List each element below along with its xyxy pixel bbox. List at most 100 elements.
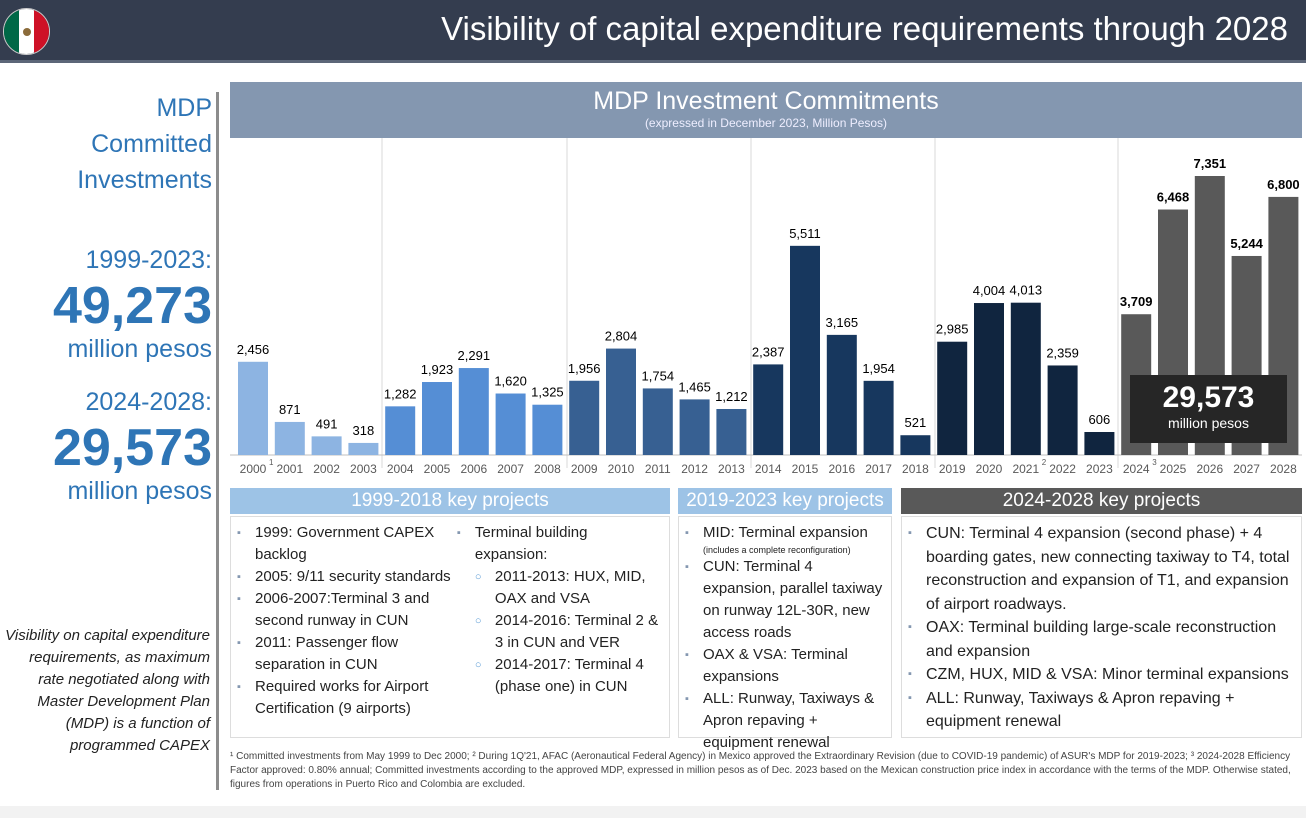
bar-2020: [974, 303, 1004, 455]
data-label: 2,359: [1046, 345, 1079, 360]
chart-subtitle: (expressed in December 2023, Million Pes…: [644, 116, 888, 130]
x-tick-label: 2019: [939, 462, 966, 476]
panel-2024-2028: CUN: Terminal 4 expansion (second phase)…: [901, 516, 1302, 738]
period-label: 2024-2028:: [85, 388, 212, 416]
list-item: MID: Terminal expansion (includes a compl…: [685, 522, 885, 556]
header-bar: Visibility of capital expenditure requir…: [0, 0, 1306, 63]
heading: Committed: [91, 130, 212, 158]
x-tick-label: 2025: [1160, 462, 1187, 476]
x-tick-label: 2017: [865, 462, 892, 476]
x-tick-label: 2027: [1233, 462, 1260, 476]
bar-2002: [311, 436, 342, 455]
visibility-note: Visibility on capital expenditure requir…: [5, 627, 210, 754]
list-item: CUN: Terminal 4 expansion (second phase)…: [908, 522, 1295, 616]
bar-2003: [348, 442, 379, 455]
x-tick-label: 2003: [350, 462, 377, 476]
list-subitem: 2011-2013: HUX, MID, OAX and VSA: [457, 566, 663, 610]
panel-1999-2018: 1999: Government CAPEX backlog2005: 9/11…: [230, 516, 670, 738]
data-label: 1,325: [531, 385, 564, 400]
bar-2011: [642, 388, 673, 455]
x-tick-label: 2012: [681, 462, 708, 476]
bar-2021: [1010, 302, 1041, 455]
x-tick-label: 2009: [571, 462, 598, 476]
total-value: 29,573: [52, 419, 212, 477]
bar-2008: [532, 404, 563, 455]
x-tick-label: 2007: [497, 462, 524, 476]
x-tick-label: 2026: [1196, 462, 1223, 476]
x-tick-label: 2020: [976, 462, 1003, 476]
panel-header-2019-2023: 2019-2023 key projects: [678, 488, 892, 514]
footnote: ¹ Committed investments from May 1999 to…: [230, 751, 1291, 790]
x-tick-label: 2023: [1086, 462, 1113, 476]
summary-unit: million pesos: [1168, 415, 1249, 431]
bar-2023: [1084, 431, 1115, 455]
list-item: 1999: Government CAPEX backlog: [237, 522, 453, 566]
data-label: 4,004: [973, 283, 1006, 298]
data-label: 1,282: [384, 386, 417, 401]
list-item: ALL: Runway, Taxiways & Apron repaving +…: [685, 688, 885, 754]
list-item: OAX: Terminal building large-scale recon…: [908, 616, 1295, 663]
list-item: 2005: 9/11 security standards: [237, 566, 453, 588]
heading: MDP: [156, 94, 212, 122]
page-title: Visibility of capital expenditure requir…: [441, 10, 1288, 47]
x-tick-label: 2013: [718, 462, 745, 476]
bar-2012: [679, 399, 710, 455]
footer-bar: [0, 806, 1306, 818]
panel-header-2024-2028: 2024-2028 key projects: [901, 488, 1302, 514]
bar-2009: [569, 380, 600, 455]
data-label: 6,800: [1267, 177, 1300, 192]
data-label: 2,985: [936, 322, 969, 337]
footnote-mark: 3: [1152, 458, 1157, 467]
bar-2000: [238, 361, 268, 455]
list-item: OAX & VSA: Terminal expansions: [685, 644, 885, 688]
list-subitem: 2014-2017: Terminal 4 (phase one) in CUN: [457, 654, 663, 698]
x-tick-label: 2028: [1270, 462, 1297, 476]
x-tick-label: 2011: [645, 462, 671, 476]
data-label: 2,804: [605, 329, 638, 344]
x-tick-label: 2015: [792, 462, 819, 476]
bar-2006: [458, 368, 489, 455]
chart-header: MDP Investment Commitments (expressed in…: [230, 82, 1302, 138]
data-label: 4,013: [1010, 283, 1043, 298]
data-label: 491: [316, 416, 338, 431]
x-tick-label: 2010: [608, 462, 635, 476]
data-label: 2,456: [237, 342, 270, 357]
x-tick-label: 2018: [902, 462, 929, 476]
x-tick-label: 2002: [313, 462, 340, 476]
data-label: 3,165: [826, 315, 859, 330]
bar-2016: [826, 334, 857, 455]
x-tick-label: 2024: [1123, 462, 1150, 476]
x-tick-label: 2006: [460, 462, 487, 476]
unit-label: million pesos: [67, 335, 212, 363]
bar-2015: [790, 245, 820, 455]
bar-2019: [937, 341, 968, 455]
bar-2022: [1047, 365, 1078, 455]
unit-label: million pesos: [67, 477, 212, 505]
data-label: 1,212: [715, 389, 748, 404]
bar-2004: [385, 406, 416, 455]
bar-2001: [274, 421, 305, 455]
bar-2017: [863, 380, 894, 455]
chart-title: MDP Investment Commitments: [593, 87, 939, 115]
footnote-mark: 1: [269, 458, 274, 467]
data-label: 1,620: [494, 374, 527, 389]
data-label: 1,754: [642, 368, 675, 383]
list-item: CUN: Terminal 4 expansion, parallel taxi…: [685, 556, 885, 644]
data-label: 3,709: [1120, 294, 1153, 309]
data-label: 6,468: [1157, 190, 1190, 205]
bar-2014: [753, 364, 784, 455]
panel-header-1999-2018: 1999-2018 key projects: [230, 488, 670, 514]
data-label: 318: [353, 423, 375, 438]
heading: Investments: [77, 166, 212, 194]
list-item: ALL: Runway, Taxiways & Apron repaving +…: [908, 687, 1295, 734]
bar-2013: [716, 408, 747, 455]
data-label: 871: [279, 402, 301, 417]
data-label: 1,923: [421, 362, 454, 377]
x-tick-label: 2008: [534, 462, 561, 476]
bar-2005: [422, 382, 452, 455]
x-tick-label: 2001: [276, 462, 303, 476]
data-label: 7,351: [1194, 156, 1227, 171]
bar-2007: [495, 393, 526, 455]
list-item: 2006-2007:Terminal 3 and second runway i…: [237, 588, 453, 632]
x-tick-label: 2000: [240, 462, 267, 476]
